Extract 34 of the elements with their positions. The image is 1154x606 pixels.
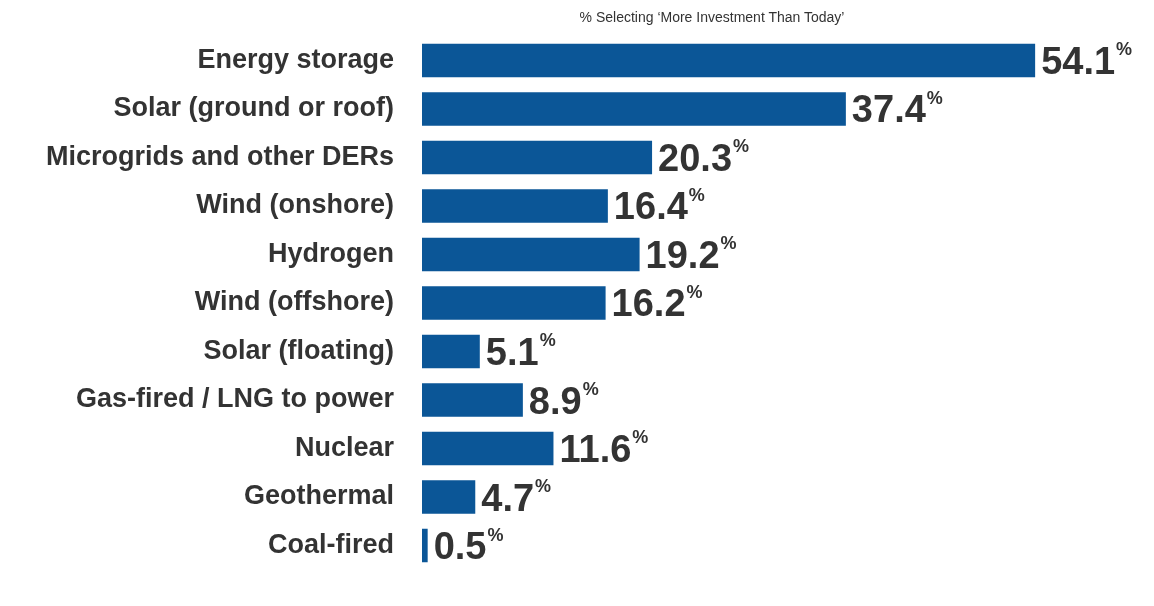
data-label: 16.2% (611, 281, 703, 325)
y-tick-label: Wind (onshore) (196, 189, 394, 220)
data-label: 20.3% (658, 136, 750, 179)
bar (422, 383, 523, 417)
bar (422, 480, 476, 514)
data-label: 16.4% (613, 184, 705, 228)
bar (422, 334, 480, 369)
y-tick-label: Nuclear (294, 431, 395, 462)
data-label: 5.1% (485, 330, 556, 373)
y-tick-label: Solar (floating) (203, 334, 394, 365)
bar (422, 237, 640, 272)
data-label: 37.4% (851, 87, 943, 131)
bar (422, 43, 1036, 78)
bar (422, 189, 608, 223)
bar (422, 140, 653, 175)
y-tick-label: Wind (offshore) (194, 286, 394, 317)
y-tick-label: Solar (ground or roof) (113, 92, 394, 123)
bar (422, 286, 606, 320)
y-tick-label: Hydrogen (267, 237, 394, 268)
data-label: 11.6% (559, 427, 649, 471)
data-label: 4.7% (481, 476, 552, 519)
y-tick-label: Gas-fired / LNG to power (75, 383, 395, 414)
data-label: 54.1% (1041, 39, 1133, 82)
y-tick-label: Microgrids and other DERs (45, 140, 394, 171)
data-label: 19.2% (645, 233, 737, 276)
bar (422, 528, 428, 563)
data-label: 0.5% (433, 524, 504, 568)
bar (422, 92, 846, 126)
y-tick-label: Energy storage (197, 43, 394, 74)
y-tick-label: Coal-fired (267, 529, 394, 559)
data-label: 8.9% (528, 378, 599, 422)
bar (422, 431, 554, 466)
y-tick-label: Geothermal (243, 480, 394, 511)
chart-title: % Selecting ‘More Investment Than Today’ (579, 8, 845, 25)
